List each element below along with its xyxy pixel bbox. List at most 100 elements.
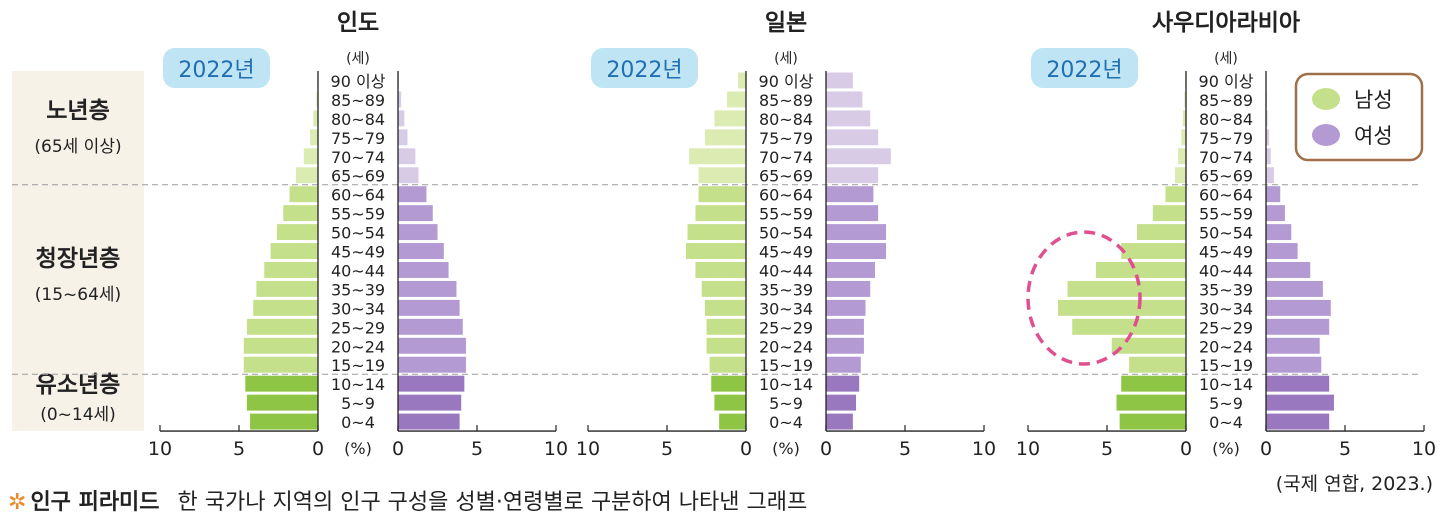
female-bar [398,243,444,259]
female-bar [398,394,462,411]
age-band-subtitle: (65세 이상) [34,137,121,157]
male-bar [253,299,318,316]
female-bar [1266,110,1268,127]
female-bar [826,224,887,241]
male-bar [1165,186,1186,203]
age-group-label: 85~89 [331,91,385,110]
female-bar [1266,299,1331,316]
female-bar [1266,243,1298,259]
age-group-label: 55~59 [1199,205,1253,224]
age-group-label: 80~84 [759,110,813,129]
male-bar [289,186,318,203]
female-bar [398,110,405,127]
age-group-label: 5~9 [341,394,375,413]
female-bar [826,110,871,127]
male-bar [698,167,746,184]
male-bar [256,280,318,297]
female-bar [826,186,874,203]
male-bar [685,243,746,259]
female-bar [1266,262,1311,278]
male-bar [1181,129,1186,146]
female-bar [1266,337,1320,354]
female-bar [826,72,853,89]
axis-tick-label: 10 [576,438,600,460]
age-group-label: 45~49 [759,243,813,262]
female-bar [398,337,466,354]
male-bar [704,129,746,146]
female-bar [398,205,433,222]
female-bar [398,224,438,241]
male-bar [709,356,746,373]
male-bar [1072,318,1186,335]
male-bar [727,91,746,108]
age-group-label: 40~44 [759,261,813,280]
age-group-label: 20~24 [1199,337,1253,356]
female-bar [826,337,864,354]
axis-tick-label: 10 [148,438,172,460]
female-bar [826,262,875,278]
female-bar [826,413,853,430]
age-group-label: 25~29 [759,318,813,337]
age-group-label: 10~14 [1199,375,1253,394]
year-badge [163,48,270,88]
female-bar [398,186,427,203]
female-bar [826,299,866,316]
year-label: 2022년 [606,58,682,83]
female-bar [826,167,879,184]
male-bar [1137,224,1186,241]
legend-female-label: 여성 [1354,124,1393,148]
age-group-label: 10~14 [331,375,385,394]
footnote-definition: 한 국가나 지역의 인구 구성을 성별·연령별로 구분하여 나타낸 그래프 [177,490,808,515]
age-group-label: 80~84 [1199,110,1253,129]
legend-female-swatch [1312,124,1340,146]
female-bar [826,394,857,411]
female-bar [398,262,449,278]
age-unit-label: (세) [774,51,798,67]
male-bar [1152,205,1186,222]
female-bar [826,356,861,373]
male-bar [1116,394,1186,411]
age-group-label: 70~74 [759,148,813,167]
male-bar [714,394,746,411]
highlight-circle [1026,230,1142,366]
age-group-label: 70~74 [1199,148,1253,167]
male-bar [246,318,318,335]
axis-tick-label: 0 [312,438,324,460]
axis-tick-label: 0 [1180,438,1192,460]
axis-unit-label: (%) [772,439,800,458]
male-bar [243,356,318,373]
age-group-label: 0~4 [341,413,375,432]
age-group-label: 35~39 [1199,280,1253,299]
female-bar [826,205,879,222]
year-label: 2022년 [178,58,254,83]
footnote: ✲ 인구 피라미드 한 국가나 지역의 인구 구성을 성별·연령별로 구분하여 나타… [8,484,807,516]
age-group-label: 35~39 [331,280,385,299]
age-group-label: 15~19 [1199,356,1253,375]
male-bar [270,243,318,259]
male-bar [1129,356,1186,373]
female-bar [398,280,457,297]
axis-tick-label: 10 [1016,438,1040,460]
age-group-label: 40~44 [1199,261,1253,280]
female-bar [398,148,416,165]
female-bar [1266,148,1271,165]
age-group-label: 65~69 [331,167,385,186]
age-group-label: 70~74 [331,148,385,167]
male-bar [316,91,318,108]
female-bar [1266,186,1281,203]
male-bar [303,148,318,165]
female-bar [1266,224,1292,241]
male-bar [243,337,318,354]
male-bar [687,224,746,241]
female-bar [1266,356,1322,373]
male-bar [1067,280,1186,297]
age-group-label: 85~89 [759,91,813,110]
age-group-label: 65~69 [1199,167,1253,186]
male-bar [1174,167,1186,184]
female-bar [1266,167,1274,184]
axis-tick-label: 0 [740,438,752,460]
male-bar [689,148,746,165]
axis-tick-label: 5 [1339,438,1351,460]
age-group-label: 20~24 [759,337,813,356]
male-bar [1182,110,1186,127]
